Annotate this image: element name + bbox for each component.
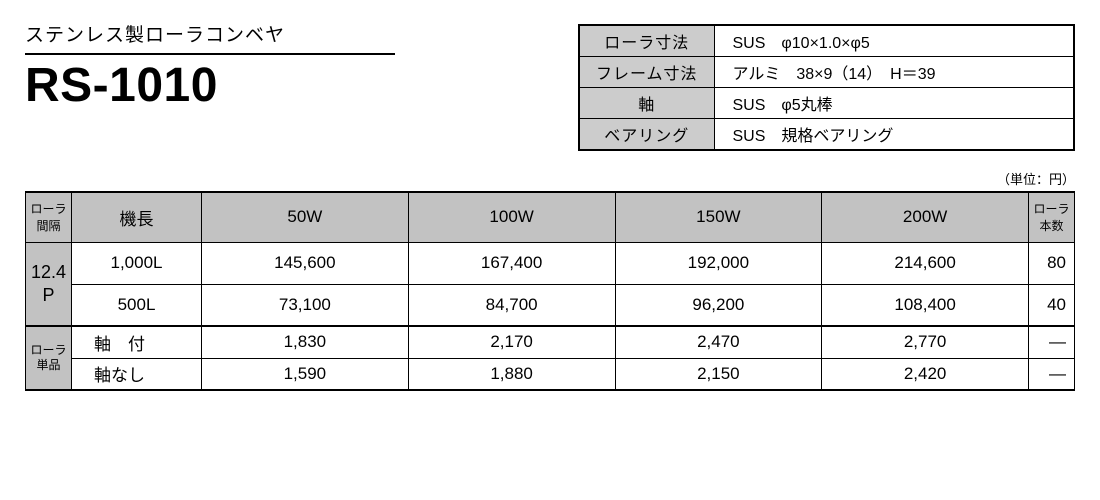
header-w: 100W [408,192,615,242]
spec-value: SUS φ5丸棒 [714,88,1074,119]
spec-label: フレーム寸法 [579,57,714,88]
price-cell: 167,400 [408,242,615,284]
header-pitch: ローラ間隔 [26,192,72,242]
price-header-row: ローラ間隔 機長 50W 100W 150W 200W ローラ本数 [26,192,1075,242]
qty-cell: 80 [1029,242,1075,284]
spec-value: SUS φ10×1.0×φ5 [714,25,1074,57]
header-length: 機長 [72,192,202,242]
spec-value: アルミ 38×9（14） H＝39 [714,57,1074,88]
length-cell: 1,000L [72,242,202,284]
header-qty: ローラ本数 [1029,192,1075,242]
spec-row: 軸 SUS φ5丸棒 [579,88,1074,119]
price-cell: 1,880 [408,358,615,390]
spec-value: SUS 規格ベアリング [714,119,1074,151]
price-cell: 96,200 [615,284,822,326]
unit-row: ローラ単品 軸 付 1,830 2,170 2,470 2,770 — [26,326,1075,358]
price-cell: 2,170 [408,326,615,358]
product-subtitle: ステンレス製ローラコンベヤ [25,20,395,47]
price-table: ローラ間隔 機長 50W 100W 150W 200W ローラ本数 12.4P … [25,191,1075,391]
pitch-cell: 12.4P [26,242,72,326]
price-cell: 84,700 [408,284,615,326]
spec-row: フレーム寸法 アルミ 38×9（14） H＝39 [579,57,1074,88]
price-cell: 2,770 [822,326,1029,358]
spec-row: ローラ寸法 SUS φ10×1.0×φ5 [579,25,1074,57]
unit-length-cell: 軸 付 [72,326,202,358]
unit-row: 軸なし 1,590 1,880 2,150 2,420 — [26,358,1075,390]
spec-table: ローラ寸法 SUS φ10×1.0×φ5 フレーム寸法 アルミ 38×9（14）… [578,24,1075,151]
price-cell: 2,420 [822,358,1029,390]
header-w: 200W [822,192,1029,242]
spec-row: ベアリング SUS 規格ベアリング [579,119,1074,151]
title-block: ステンレス製ローラコンベヤ RS-1010 [25,20,395,111]
top-section: ステンレス製ローラコンベヤ RS-1010 ローラ寸法 SUS φ10×1.0×… [25,20,1075,151]
price-cell: 2,150 [615,358,822,390]
qty-cell: 40 [1029,284,1075,326]
price-cell: 1,590 [202,358,409,390]
spec-label: ベアリング [579,119,714,151]
spec-label: 軸 [579,88,714,119]
price-cell: 145,600 [202,242,409,284]
price-row: 500L 73,100 84,700 96,200 108,400 40 [26,284,1075,326]
price-cell: 73,100 [202,284,409,326]
price-cell: 108,400 [822,284,1029,326]
price-cell: 2,470 [615,326,822,358]
unit-length-cell: 軸なし [72,358,202,390]
title-rule [25,53,395,55]
header-w: 50W [202,192,409,242]
header-w: 150W [615,192,822,242]
price-cell: 214,600 [822,242,1029,284]
model-number: RS-1010 [25,61,395,111]
qty-cell: — [1029,358,1075,390]
price-cell: 192,000 [615,242,822,284]
price-cell: 1,830 [202,326,409,358]
length-cell: 500L [72,284,202,326]
spec-label: ローラ寸法 [579,25,714,57]
price-row: 12.4P 1,000L 145,600 167,400 192,000 214… [26,242,1075,284]
qty-cell: — [1029,326,1075,358]
unit-note: （単位：円） [25,169,1075,188]
unit-label-cell: ローラ単品 [26,326,72,390]
